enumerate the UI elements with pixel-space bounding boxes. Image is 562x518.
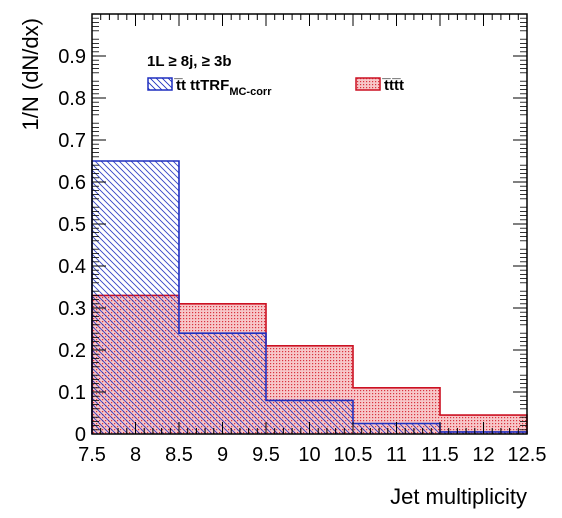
y-tick-label: 0.1	[58, 382, 86, 404]
x-tick-label: 9	[217, 444, 228, 466]
x-tick-label: 8.5	[165, 444, 193, 466]
y-tick-label: 0.2	[58, 340, 86, 362]
x-tick-label: 12	[472, 444, 494, 466]
axes: 7.5 8 8.5 9 9.5 10 10.5 11 11.5 12 12.5 0 0.1 0.2 0.3 0…	[58, 13, 547, 466]
x-tick-label: 8	[130, 444, 141, 466]
x-tick-label: 12.5	[508, 444, 547, 466]
legend: 1L ≥ 8j, ≥ 3b t̅t ttTRFMC-corr t̅tt̅t	[147, 53, 404, 98]
legend-label-tttt: t̅tt̅t	[381, 77, 403, 94]
histogram-outline	[91, 160, 528, 434]
y-tick-label: 0.7	[58, 130, 86, 152]
y-tick-label: 0.9	[58, 46, 86, 68]
legend-swatch-ttbar	[147, 77, 173, 91]
x-axis-title: Jet multiplicity	[390, 484, 527, 509]
y-tick-label: 0.3	[58, 298, 86, 320]
y-tick-label: 0.6	[58, 172, 86, 194]
x-tick-label: 11	[386, 444, 407, 466]
y-tick-label: 0.4	[58, 256, 86, 278]
y-tick-label: 0.5	[58, 214, 86, 236]
x-tick-label: 11.5	[421, 444, 458, 466]
histogram-bar	[179, 333, 266, 434]
x-tick-label: 10.5	[334, 444, 373, 466]
selection-label: 1L ≥ 8j, ≥ 3b	[147, 53, 232, 70]
legend-swatch-tttt	[355, 77, 381, 91]
histogram-bar	[92, 161, 179, 434]
y-tick-label: 0	[75, 424, 86, 446]
plot-area	[91, 160, 528, 434]
x-tick-label: 9.5	[252, 444, 280, 466]
x-tick-label: 10	[298, 444, 320, 466]
x-tick-label: 7.5	[78, 444, 106, 466]
y-axis-title: 1/N (dN/dx)	[18, 18, 43, 130]
series-0	[91, 160, 528, 434]
legend-label-ttbar: t̅t ttTRFMC-corr	[173, 77, 272, 98]
y-tick-label: 0.8	[58, 88, 86, 110]
